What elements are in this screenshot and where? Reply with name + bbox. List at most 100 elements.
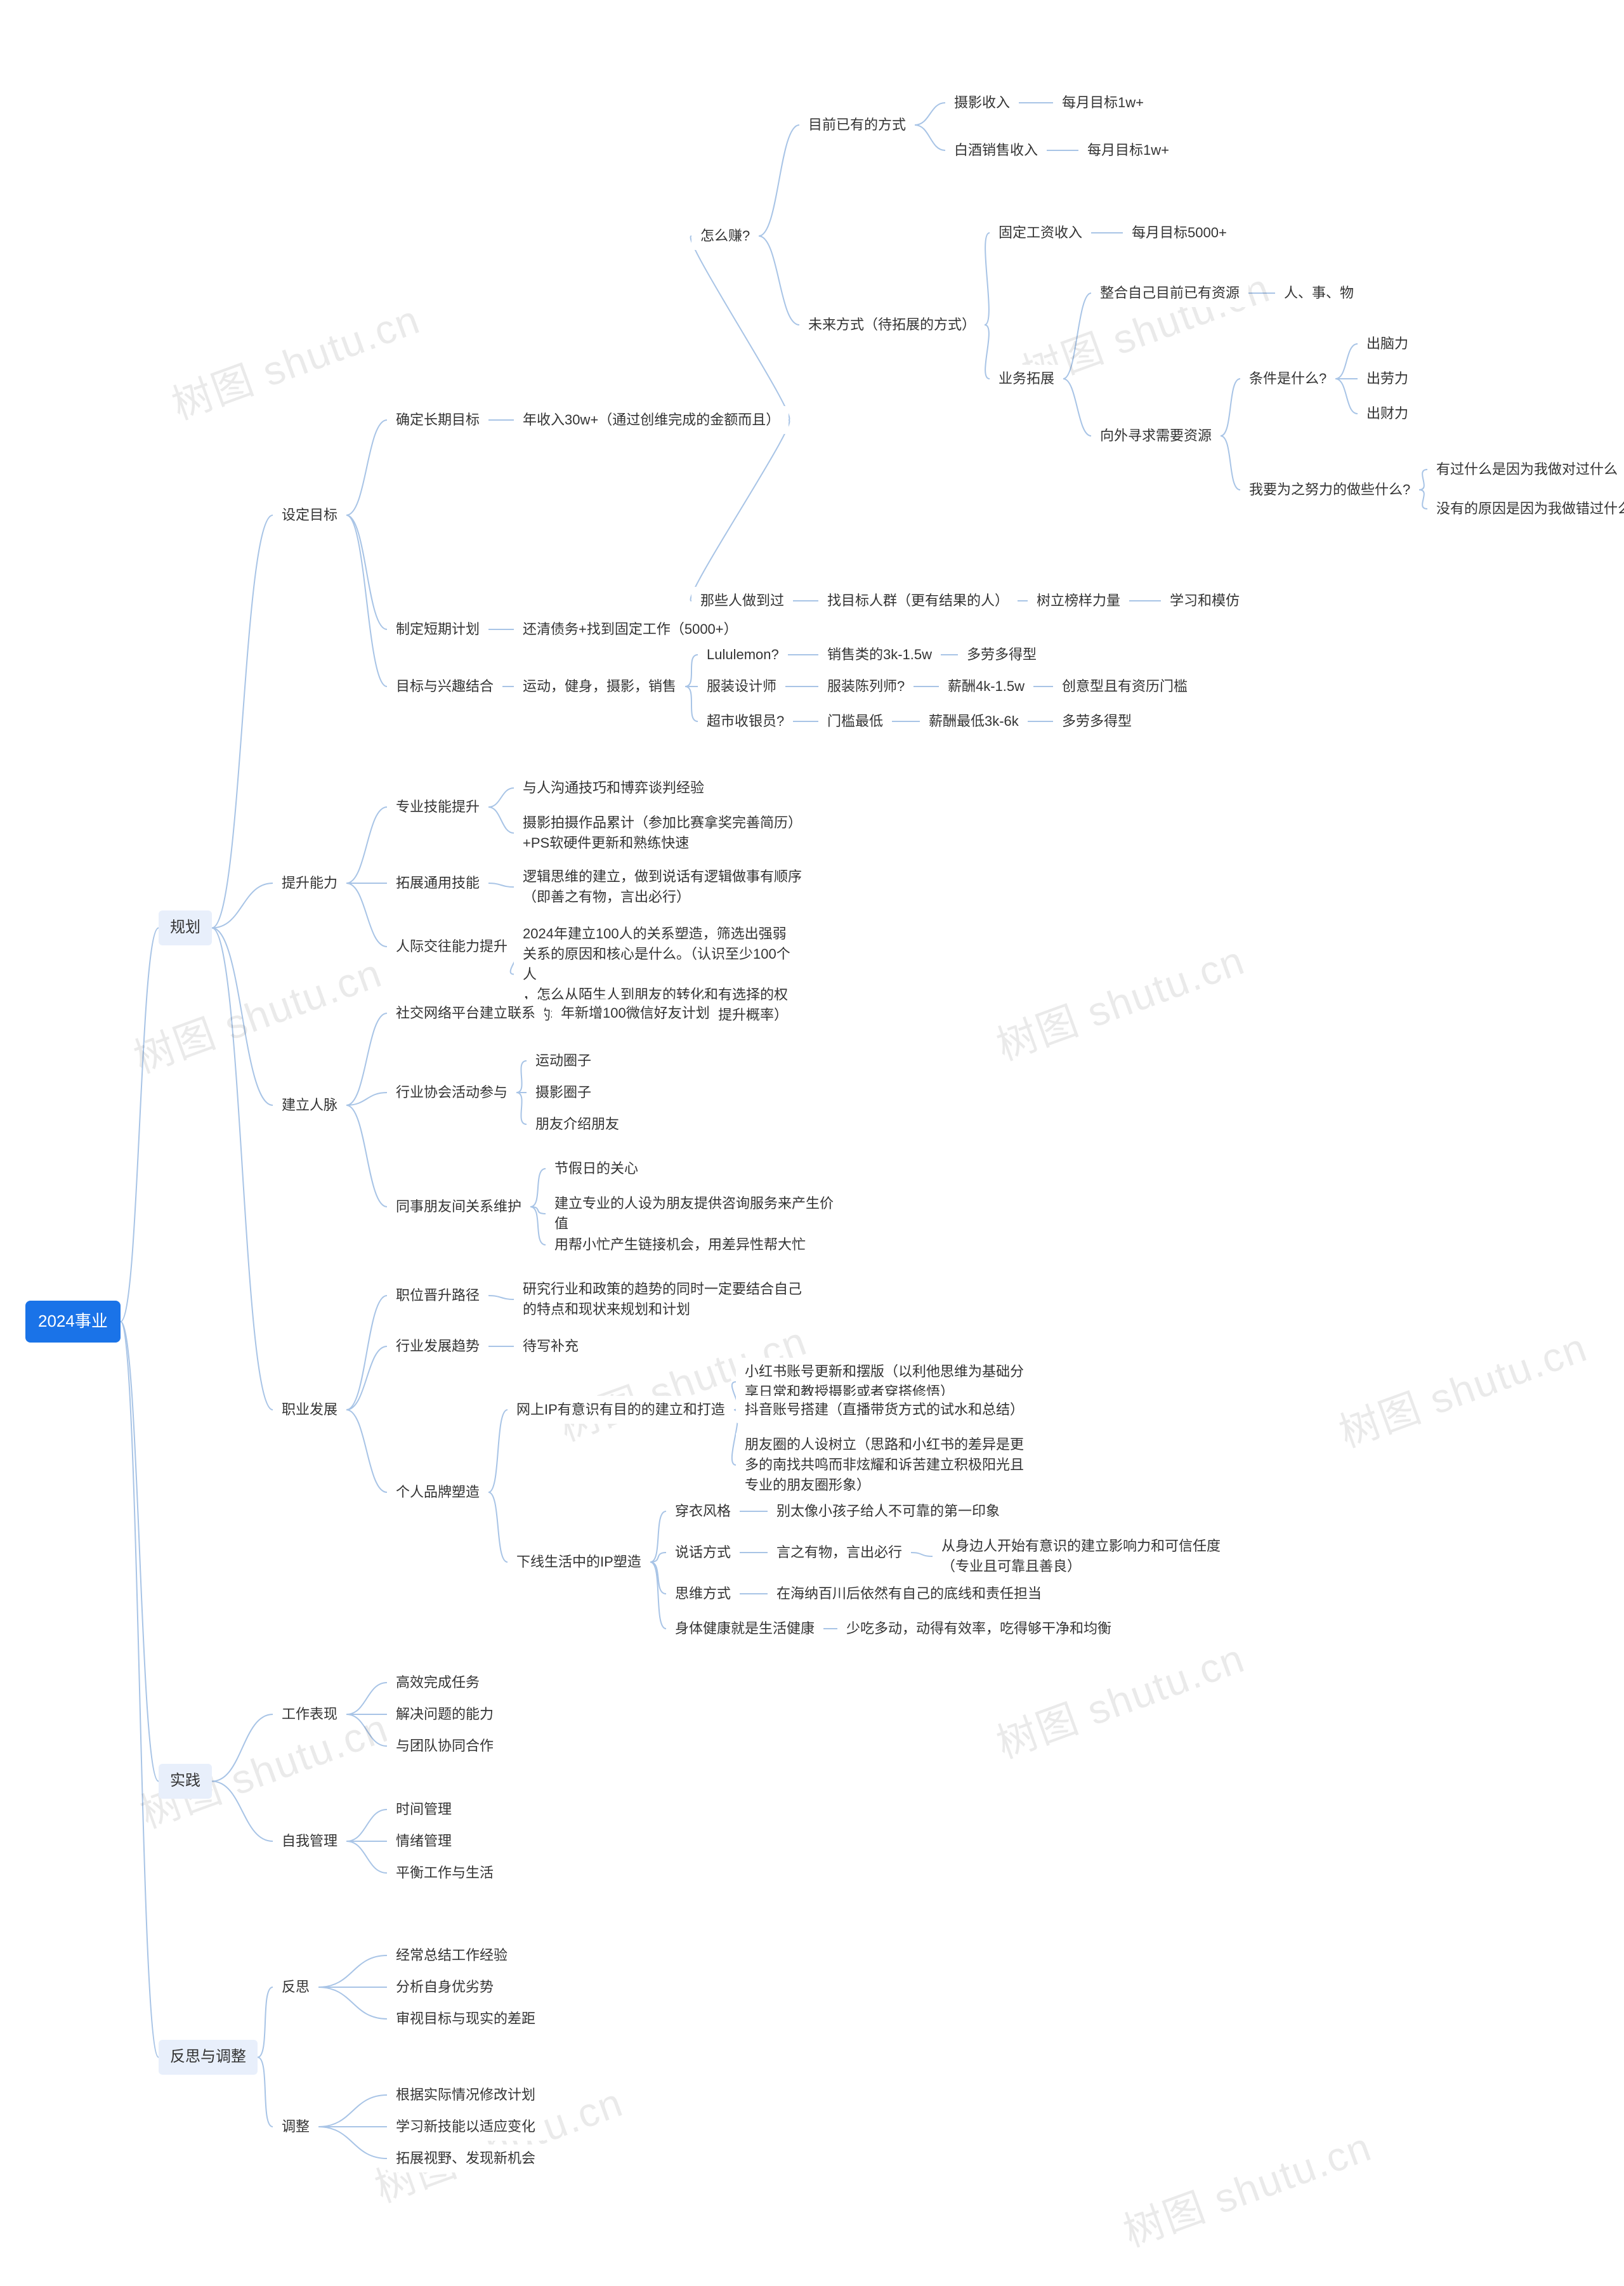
- node-cw2v[interactable]: 每月目标1w+: [1078, 136, 1178, 164]
- node-sm3[interactable]: 平衡工作与生活: [387, 1859, 502, 1887]
- node-fw2b1c[interactable]: 出财力: [1358, 400, 1417, 428]
- node-car_c[interactable]: 个人品牌塑造: [387, 1478, 488, 1506]
- node-abp2[interactable]: 摄影拍摄作品累计（参加比赛拿奖完善简历）+PS软硬件更新和熟练快速: [514, 809, 811, 857]
- node-hc3[interactable]: 多劳多得型: [1053, 707, 1141, 735]
- node-fw1[interactable]: 固定工资收入: [990, 219, 1091, 247]
- node-goal_hobby[interactable]: 目标与兴趣结合: [387, 673, 502, 700]
- node-hb2[interactable]: 薪酬4k-1.5w: [939, 673, 1033, 700]
- node-cw1[interactable]: 摄影收入: [945, 89, 1019, 117]
- node-hobby_b[interactable]: 服装设计师: [698, 673, 785, 700]
- node-short1[interactable]: 还清债务+找到固定工作（5000+）: [514, 615, 747, 643]
- node-car_c2av[interactable]: 别太像小孩子给人不可靠的第一印象: [768, 1497, 1009, 1525]
- node-who1[interactable]: 找目标人群（更有结果的人）: [818, 587, 1018, 615]
- node-wp1[interactable]: 高效完成任务: [387, 1669, 488, 1697]
- node-aj2[interactable]: 学习新技能以适应变化: [387, 2113, 544, 2141]
- node-car_c2[interactable]: 下线生活中的IP塑造: [508, 1548, 650, 1576]
- node-fw2b2a[interactable]: 有过什么是因为我做对过什么: [1427, 456, 1624, 483]
- node-fw2b2[interactable]: 我要为之努力的做些什么?: [1240, 476, 1419, 504]
- node-wp3[interactable]: 与团队协同合作: [387, 1732, 502, 1760]
- node-reflect[interactable]: 反思: [273, 1973, 318, 2001]
- node-work_perf[interactable]: 工作表现: [273, 1700, 346, 1728]
- node-hc2[interactable]: 薪酬最低3k-6k: [920, 707, 1028, 735]
- node-cw2[interactable]: 白酒销售收入: [945, 136, 1047, 164]
- node-car_c2b[interactable]: 说话方式: [666, 1539, 740, 1567]
- node-hobby_a[interactable]: Lululemon?: [698, 641, 788, 669]
- node-rf1[interactable]: 经常总结工作经验: [387, 1941, 516, 1969]
- node-net_b[interactable]: 行业协会活动参与: [387, 1079, 516, 1107]
- node-net_b3[interactable]: 朋友介绍朋友: [527, 1110, 628, 1138]
- node-rf2[interactable]: 分析自身优劣势: [387, 1973, 502, 2001]
- node-car_c2d[interactable]: 身体健康就是生活健康: [666, 1615, 823, 1643]
- node-sm1[interactable]: 时间管理: [387, 1796, 461, 1823]
- node-fw1v[interactable]: 每月目标5000+: [1123, 219, 1236, 247]
- node-car_c2bv2[interactable]: 从身边人开始有意识的建立影响力和可信任度（专业且可靠且善良）: [933, 1532, 1229, 1580]
- node-sm2[interactable]: 情绪管理: [387, 1827, 461, 1855]
- node-fut_way[interactable]: 未来方式（待拓展的方式）: [799, 311, 985, 339]
- node-aj1[interactable]: 根据实际情况修改计划: [387, 2081, 544, 2109]
- node-ab_soc[interactable]: 人际交往能力提升: [387, 933, 516, 961]
- node-ha1[interactable]: 销售类的3k-1.5w: [818, 641, 941, 669]
- node-net_c3[interactable]: 用帮小忙产生链接机会，用差异性帮大忙: [546, 1231, 815, 1259]
- node-hobby1[interactable]: 运动，健身，摄影，销售: [514, 673, 685, 700]
- node-rf3[interactable]: 审视目标与现实的差距: [387, 2005, 544, 2033]
- node-car_c2dv[interactable]: 少吃多动，动得有效率，吃得够干净和均衡: [837, 1615, 1120, 1643]
- node-l1_act[interactable]: 实践: [159, 1764, 212, 1799]
- node-car_b[interactable]: 行业发展趋势: [387, 1332, 488, 1360]
- node-net_b2[interactable]: 摄影圈子: [527, 1079, 600, 1107]
- node-fw2b1a[interactable]: 出脑力: [1358, 330, 1417, 358]
- node-ha2[interactable]: 多劳多得型: [958, 641, 1045, 669]
- node-car_a[interactable]: 职位晋升路径: [387, 1282, 488, 1310]
- node-hc1[interactable]: 门槛最低: [818, 707, 892, 735]
- node-who_did[interactable]: 那些人做到过: [691, 587, 793, 615]
- node-goal_long[interactable]: 确定长期目标: [387, 406, 488, 434]
- node-net_b1[interactable]: 运动圈子: [527, 1047, 600, 1075]
- node-cur_way[interactable]: 目前已有的方式: [799, 111, 915, 139]
- node-who2[interactable]: 树立榜样力量: [1028, 587, 1129, 615]
- node-l1_ref[interactable]: 反思与调整: [159, 2040, 258, 2075]
- node-car_c1[interactable]: 网上IP有意识有目的的建立和打造: [508, 1396, 734, 1424]
- node-car_c1c[interactable]: 朋友圈的人设树立（思路和小红书的差异是更多的南找共鸣而非炫耀和诉苦建立积极阳光且…: [736, 1431, 1033, 1499]
- node-fw2av[interactable]: 人、事、物: [1275, 279, 1363, 307]
- node-goal_short[interactable]: 制定短期计划: [387, 615, 488, 643]
- node-fw2b1[interactable]: 条件是什么?: [1240, 365, 1335, 393]
- edge: [650, 1562, 666, 1594]
- node-hobby_c[interactable]: 超市收银员?: [698, 707, 793, 735]
- node-fw2[interactable]: 业务拓展: [990, 365, 1063, 393]
- node-abp1[interactable]: 与人沟通技巧和博弈谈判经验: [514, 774, 713, 802]
- node-self_mgmt[interactable]: 自我管理: [273, 1827, 346, 1855]
- node-l1_plan[interactable]: 规划: [159, 910, 212, 945]
- node-car_c2a[interactable]: 穿衣风格: [666, 1497, 740, 1525]
- node-aj3[interactable]: 拓展视野、发现新机会: [387, 2145, 544, 2172]
- node-adjust[interactable]: 调整: [273, 2113, 318, 2141]
- node-hb1[interactable]: 服装陈列师?: [818, 673, 914, 700]
- node-car_c2bv[interactable]: 言之有物，言出必行: [768, 1539, 911, 1567]
- node-car_c1b[interactable]: 抖音账号搭建（直播带货方式的试水和总结）: [736, 1396, 1033, 1424]
- node-cw1v[interactable]: 每月目标1w+: [1053, 89, 1153, 117]
- node-ab_gen[interactable]: 拓展通用技能: [387, 869, 488, 897]
- node-car_av[interactable]: 研究行业和政策的趋势的同时一定要结合自己的特点和现状来规划和计划: [514, 1275, 811, 1324]
- node-wp2[interactable]: 解决问题的能力: [387, 1700, 502, 1728]
- node-fw2b1b[interactable]: 出劳力: [1358, 365, 1417, 393]
- node-goal[interactable]: 设定目标: [273, 501, 346, 529]
- node-ability[interactable]: 提升能力: [273, 869, 346, 897]
- node-car_c2c[interactable]: 思维方式: [666, 1580, 740, 1608]
- node-career[interactable]: 职业发展: [273, 1396, 346, 1424]
- node-car_c2cv[interactable]: 在海纳百川后依然有自己的底线和责任担当: [768, 1580, 1051, 1608]
- node-net_a[interactable]: 社交网络平台建立联系: [387, 999, 544, 1027]
- node-net_av[interactable]: 年新增100微信好友计划: [552, 999, 719, 1027]
- node-fw2b[interactable]: 向外寻求需要资源: [1091, 422, 1221, 450]
- node-how_earn[interactable]: 怎么赚?: [691, 222, 759, 250]
- node-net_c[interactable]: 同事朋友间关系维护: [387, 1193, 530, 1221]
- node-fw2b2b[interactable]: 没有的原因是因为我做错过什么: [1427, 495, 1624, 523]
- node-long_1[interactable]: 年收入30w+（通过创维完成的金额而且）: [514, 406, 789, 434]
- node-hb3[interactable]: 创意型且有资历门槛: [1053, 673, 1196, 700]
- node-car_bv[interactable]: 待写补充: [514, 1332, 587, 1360]
- node-who3[interactable]: 学习和模仿: [1161, 587, 1248, 615]
- node-fw2a[interactable]: 整合自己目前已有资源: [1091, 279, 1248, 307]
- node-net_c1[interactable]: 节假日的关心: [546, 1155, 647, 1183]
- node-abg1[interactable]: 逻辑思维的建立，做到说话有逻辑做事有顺序（即善之有物，言出必行）: [514, 863, 811, 911]
- node-network[interactable]: 建立人脉: [273, 1091, 346, 1119]
- node-root[interactable]: 2024事业: [25, 1301, 121, 1343]
- edge: [318, 2127, 387, 2158]
- node-ab_pro[interactable]: 专业技能提升: [387, 793, 488, 821]
